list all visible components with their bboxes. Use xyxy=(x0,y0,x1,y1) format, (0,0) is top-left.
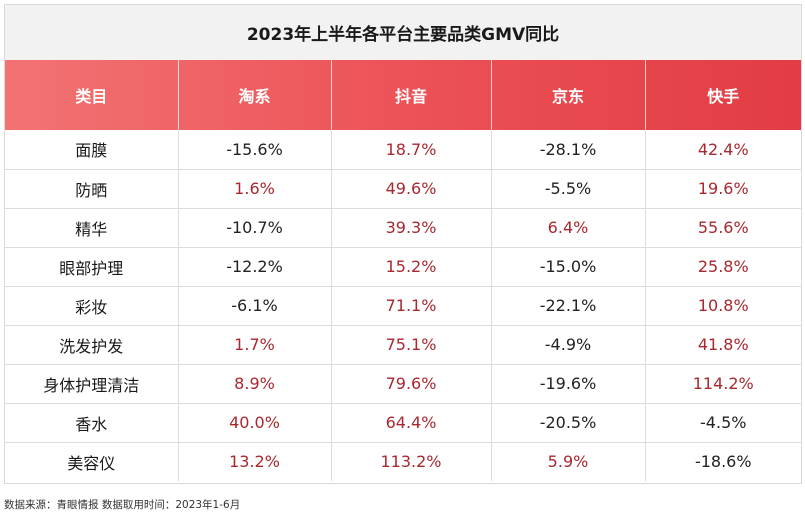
value-cell: 40.0% xyxy=(178,403,332,443)
value-cell: -18.6% xyxy=(694,452,752,472)
category-cell: 香水 xyxy=(5,403,179,443)
value-cell: 55.6% xyxy=(645,208,801,248)
table-row: 彩妆 -6.1% 71.1% -22.1% 10.8% xyxy=(5,286,801,326)
value-cell: 18.7% xyxy=(331,130,492,170)
table-row: 美容仪 13.2% 113.2% 5.9% -18.6% xyxy=(5,442,801,481)
header-row: 类目 淘系 抖音 京东 快手 xyxy=(5,60,801,130)
value-cell: 25.8% xyxy=(645,247,801,287)
value-cell: 113.2% xyxy=(331,442,492,481)
table-row: 精华 -10.7% 39.3% 6.4% 55.6% xyxy=(5,208,801,248)
value-cell: 75.1% xyxy=(331,325,492,365)
value-cell: 71.1% xyxy=(331,286,492,326)
header-douyin: 抖音 xyxy=(331,60,492,130)
value-cell: 13.2% xyxy=(178,442,332,481)
value-cell: 114.2% xyxy=(645,364,801,404)
table-row: 眼部护理 -12.2% 15.2% -15.0% 25.8% xyxy=(5,247,801,287)
table-row: 香水 40.0% 64.4% -20.5% -4.5% xyxy=(5,403,801,443)
category-cell: 洗发护发 xyxy=(5,325,179,365)
table-row: 洗发护发 1.7% 75.1% -4.9% 41.8% xyxy=(5,325,801,365)
table-title: 2023年上半年各平台主要品类GMV同比 xyxy=(5,5,801,60)
category-cell: 身体护理清洁 xyxy=(5,364,179,404)
value-cell: -10.7% xyxy=(178,208,332,248)
value-cell: -28.1% xyxy=(491,130,646,170)
header-taoxi: 淘系 xyxy=(178,60,332,130)
table-frame: 2023年上半年各平台主要品类GMV同比 类目 淘系 抖音 京东 快手 面膜 -1… xyxy=(4,4,802,484)
value-cell: 41.8% xyxy=(645,325,801,365)
value-cell: -6.1% xyxy=(178,286,332,326)
value-cell: 5.9% xyxy=(491,442,646,481)
category-cell: 精华 xyxy=(5,208,179,248)
value-cell: 1.7% xyxy=(178,325,332,365)
value-cell: 6.4% xyxy=(491,208,646,248)
category-cell: 防晒 xyxy=(5,169,179,209)
category-cell: 面膜 xyxy=(5,130,179,170)
value-cell: 42.4% xyxy=(645,130,801,170)
value-cell: -15.6% xyxy=(178,130,332,170)
value-cell: -5.5% xyxy=(491,169,646,209)
value-cell: -4.5% xyxy=(645,403,801,443)
value-cell: -15.0% xyxy=(491,247,646,287)
value-cell: 39.3% xyxy=(331,208,492,248)
source-note: 数据来源：青眼情报 数据取用时间：2023年1-6月 xyxy=(4,499,241,511)
category-cell: 彩妆 xyxy=(5,286,179,326)
value-cell: -22.1% xyxy=(491,286,646,326)
table-row: 防晒 1.6% 49.6% -5.5% 19.6% xyxy=(5,169,801,209)
value-cell: 1.6% xyxy=(178,169,332,209)
table-row: 面膜 -15.6% 18.7% -28.1% 42.4% xyxy=(5,130,801,170)
value-cell: -19.6% xyxy=(491,364,646,404)
value-cell: 8.9% xyxy=(178,364,332,404)
value-cell: 19.6% xyxy=(645,169,801,209)
category-cell: 美容仪 xyxy=(5,442,179,481)
value-cell: 79.6% xyxy=(331,364,492,404)
category-cell: 眼部护理 xyxy=(5,247,179,287)
value-cell: 49.6% xyxy=(331,169,492,209)
value-cell: 64.4% xyxy=(331,403,492,443)
header-category: 类目 xyxy=(5,60,179,130)
value-cell: -12.2% xyxy=(178,247,332,287)
value-cell: 15.2% xyxy=(331,247,492,287)
value-cell: 10.8% xyxy=(645,286,801,326)
header-kuaishou: 快手 xyxy=(707,87,740,106)
table-row: 身体护理清洁 8.9% 79.6% -19.6% 114.2% xyxy=(5,364,801,404)
value-cell: -4.9% xyxy=(491,325,646,365)
header-jd: 京东 xyxy=(491,60,646,130)
gmv-table: 类目 淘系 抖音 京东 快手 面膜 -15.6% 18.7% -28.1% 42.4% 防… xyxy=(5,60,801,481)
value-cell: -20.5% xyxy=(491,403,646,443)
